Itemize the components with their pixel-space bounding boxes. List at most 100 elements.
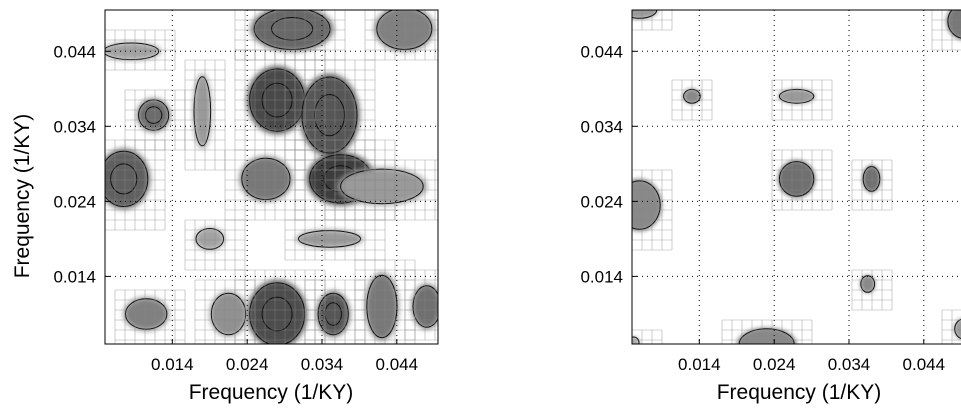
left-contour-8 bbox=[376, 10, 433, 50]
left-plot-frame bbox=[104, 9, 439, 345]
left-y-tick-label-3: 0.044 bbox=[53, 42, 96, 61]
right-contour-10 bbox=[632, 336, 640, 344]
left-heat-region-6 bbox=[193, 73, 212, 149]
right-mesh-block-8 bbox=[931, 10, 961, 51]
left-mesh-block-8 bbox=[364, 10, 438, 61]
left-heat-region-0 bbox=[137, 98, 171, 132]
left-contour-13 bbox=[317, 292, 349, 336]
right-contour-9 bbox=[954, 318, 961, 340]
left-contour-5 bbox=[105, 150, 149, 207]
left-contour-15 bbox=[210, 292, 247, 336]
left-contour-17 bbox=[412, 285, 438, 328]
right-heat-region-4 bbox=[860, 275, 876, 293]
left-cell-mesh bbox=[105, 10, 438, 344]
left-heat-region-10 bbox=[105, 42, 162, 61]
left-heat-region-18 bbox=[194, 227, 225, 251]
right-contour-2 bbox=[778, 161, 815, 197]
left-x-ticks: 0.014 0.024 0.034 0.044 bbox=[151, 339, 418, 374]
left-y-axis-label: Frequency (1/KY) bbox=[11, 114, 34, 279]
left-contour-2 bbox=[301, 76, 358, 154]
left-y-tick-label-0: 0.014 bbox=[53, 267, 96, 286]
right-x-tick-label-0: 0.014 bbox=[678, 355, 721, 374]
left-contour-18 bbox=[195, 228, 225, 250]
left-mesh-block-10 bbox=[105, 29, 176, 71]
left-mesh-block-15 bbox=[194, 279, 256, 344]
right-cell-mesh bbox=[632, 10, 961, 344]
left-y-tick-label-2: 0.034 bbox=[53, 117, 96, 136]
left-x-tick-label-2: 0.034 bbox=[301, 355, 344, 374]
left-x-axis-label: Frequency (1/KY) bbox=[189, 381, 354, 404]
right-heat-region-5 bbox=[632, 178, 662, 232]
left-inner-contour-5 bbox=[110, 163, 138, 195]
left-mesh-block-18 bbox=[184, 219, 246, 271]
right-heat-region-1 bbox=[777, 88, 816, 104]
right-y-tick-label-2: 0.034 bbox=[580, 117, 623, 136]
right-contour-1 bbox=[778, 88, 815, 104]
right-y-ticks: 0.014 0.024 0.034 0.044 bbox=[580, 42, 637, 286]
left-heat-region-12 bbox=[247, 280, 307, 344]
left-heat-region-5 bbox=[105, 148, 150, 209]
right-heat-region-7 bbox=[632, 10, 659, 19]
left-heat-region-16 bbox=[365, 272, 399, 341]
right-heat-region-3 bbox=[862, 165, 881, 193]
left-mesh-block-11 bbox=[284, 219, 386, 261]
left-contour-7 bbox=[253, 10, 331, 50]
right-contour-4 bbox=[860, 275, 876, 293]
left-inner-contour-2 bbox=[314, 94, 345, 137]
right-x-ticks: 0.014 0.024 0.034 0.044 bbox=[678, 339, 945, 374]
left-heat-region-11 bbox=[295, 229, 364, 248]
right-y-tick-label-1: 0.024 bbox=[580, 192, 623, 211]
right-mesh-block-9 bbox=[941, 309, 961, 344]
right-contour-3 bbox=[862, 166, 881, 192]
right-x-tick-label-2: 0.034 bbox=[828, 355, 871, 374]
left-heat-region-9 bbox=[337, 167, 427, 206]
right-y-tick-label-0: 0.014 bbox=[580, 267, 623, 286]
left-x-tick-label-1: 0.024 bbox=[226, 355, 269, 374]
left-panel: 0.014 0.024 0.034 0.044 0.014 0.024 0.034 0.04… bbox=[11, 9, 439, 404]
left-inner-contour-12 bbox=[261, 296, 293, 332]
right-contour-8 bbox=[947, 10, 961, 39]
left-contour-12 bbox=[249, 282, 306, 344]
left-heat-region-2 bbox=[299, 73, 360, 157]
right-heat-region-2 bbox=[777, 160, 816, 198]
right-panel: 0.014 0.024 0.034 0.044 0.014 0.024 0.034 0.04… bbox=[580, 9, 961, 404]
right-contour-5 bbox=[632, 180, 661, 230]
left-inner-contour-0 bbox=[144, 106, 163, 124]
left-mesh-block-6 bbox=[184, 59, 226, 171]
right-y-tick-label-3: 0.044 bbox=[580, 42, 623, 61]
left-contour-9 bbox=[340, 168, 424, 205]
left-heat-regions bbox=[105, 10, 438, 344]
right-gridlines bbox=[632, 10, 961, 344]
right-contour-7 bbox=[632, 10, 658, 19]
right-x-tick-label-3: 0.044 bbox=[903, 355, 946, 374]
right-heat-region-8 bbox=[946, 10, 961, 40]
left-heat-region-8 bbox=[374, 10, 435, 52]
left-mesh-block-5 bbox=[105, 139, 166, 231]
right-mesh-block-6 bbox=[721, 319, 813, 344]
right-mesh-block-1 bbox=[771, 79, 833, 121]
left-gridlines bbox=[105, 10, 438, 344]
right-x-tick-label-1: 0.024 bbox=[753, 355, 796, 374]
left-y-tick-label-1: 0.024 bbox=[53, 192, 96, 211]
left-heat-region-15 bbox=[209, 291, 248, 337]
right-plot-frame bbox=[631, 9, 961, 345]
right-mesh-block-7 bbox=[632, 10, 673, 31]
left-contour-6 bbox=[193, 76, 212, 147]
left-y-ticks: 0.014 0.024 0.034 0.044 bbox=[53, 42, 110, 286]
right-mesh-block-0 bbox=[671, 79, 713, 121]
right-x-axis-label: Frequency (1/KY) bbox=[717, 381, 882, 404]
left-mesh-block-17 bbox=[404, 269, 438, 341]
left-contour-16 bbox=[366, 274, 398, 339]
left-heat-region-4 bbox=[239, 156, 293, 202]
left-mesh-block-14 bbox=[114, 289, 186, 344]
left-contour-14 bbox=[125, 298, 168, 330]
left-x-tick-label-0: 0.014 bbox=[151, 355, 194, 374]
left-heat-region-17 bbox=[411, 284, 438, 329]
right-mesh-block-2 bbox=[771, 149, 833, 211]
left-contour-11 bbox=[298, 230, 361, 248]
left-contour-4 bbox=[241, 157, 291, 201]
left-heat-region-14 bbox=[123, 297, 169, 331]
right-mesh-block-10 bbox=[632, 329, 663, 344]
left-mesh-block-4 bbox=[224, 149, 306, 221]
